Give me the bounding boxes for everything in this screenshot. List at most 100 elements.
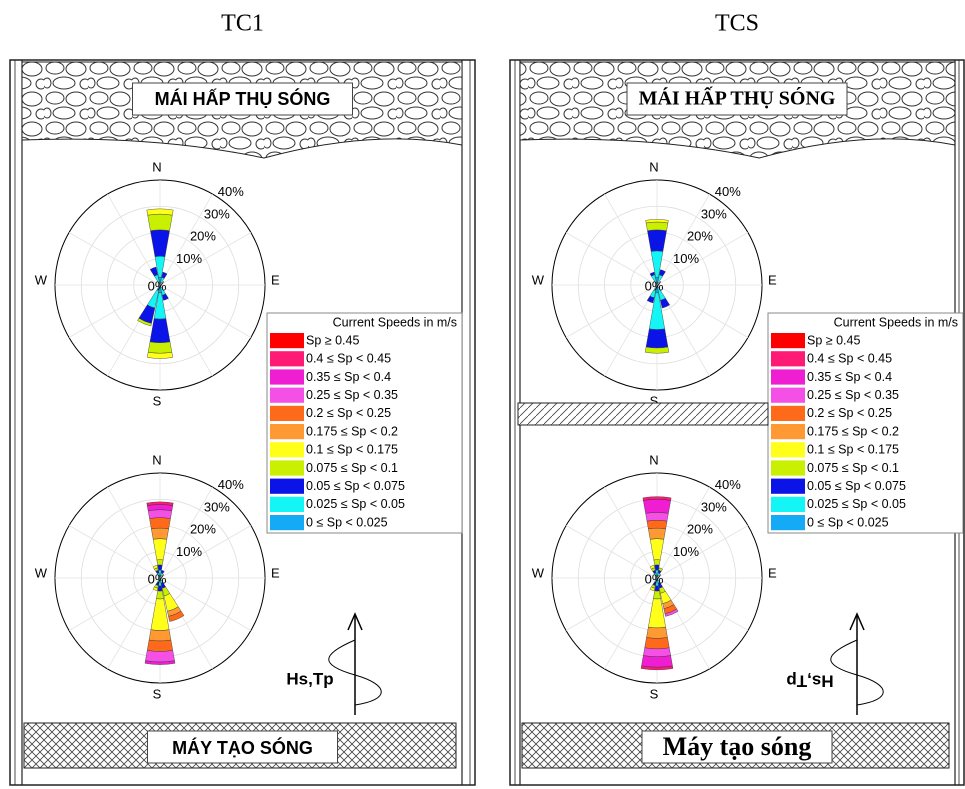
legend-label: 0 ≤ Sp < 0.025 [306,515,388,529]
rose-segment [641,655,673,668]
legend-swatch [270,369,304,385]
rose-spoke [565,232,658,286]
label-box [626,82,848,116]
rose-spoke [68,232,161,286]
rose-segment [645,512,669,522]
rose-spoke [656,577,749,631]
rose-direction: S [650,686,659,701]
legend-swatch [270,442,304,458]
rose-ring-label: 30% [701,206,727,221]
rose-spoke [565,284,658,338]
rose-segment [643,499,671,514]
rose-direction: S [153,686,162,701]
rose-spoke [656,525,749,579]
rose-segment [157,585,163,592]
rose-segment [645,328,669,349]
rose-segment [654,585,660,592]
rose-spoke [565,577,658,631]
rose-segment [649,538,665,561]
rose-spoke [68,577,161,631]
rose-spoke [159,232,252,286]
legend-label: 0.35 ≤ Sp < 0.4 [306,370,391,384]
rose-direction: W [35,272,48,287]
rose-ring-label: 30% [701,499,727,514]
rose-spoke [159,486,213,579]
rose-ring-label: 40% [715,477,741,492]
legend-swatch [771,387,805,403]
rose-direction: W [532,565,545,580]
legend-swatch [270,351,304,367]
rose-segment [659,269,666,277]
legend-label: 0.1 ≤ Sp < 0.175 [306,443,398,457]
legend-swatch [270,405,304,421]
rose-direction: E [271,272,280,287]
rose-direction: E [768,565,777,580]
rose-spoke [159,284,252,338]
legend-swatch [270,478,304,494]
wave-arrow-head [347,612,363,631]
rose-segment [147,509,173,519]
rose-ring-label: 40% [218,184,244,199]
rose-segment [145,650,175,663]
legend-swatch [771,515,805,531]
rose-segment [146,208,174,216]
rose-direction: E [271,565,280,580]
rose-ring-label: 40% [218,477,244,492]
rose-segment [144,660,176,665]
rose-spoke [604,577,658,670]
legend-label: 0.075 ≤ Sp < 0.1 [306,461,398,475]
rose-segment [150,229,170,257]
rose-direction: E [768,272,777,287]
rose-segment [149,318,171,343]
rose-segment [647,229,667,252]
rose-segment [152,586,158,592]
rose-segment [151,527,169,540]
rose-segment [640,665,674,671]
rose-segment [160,570,165,574]
rose-spoke [159,525,252,579]
rose-spoke [68,284,161,338]
legend-label: 0.25 ≤ Sp < 0.35 [807,388,899,402]
legend-label: 0.05 ≤ Sp < 0.075 [807,479,906,493]
legend-label: 0.1 ≤ Sp < 0.175 [807,443,899,457]
rose-spoke [656,193,710,286]
legend-swatch [270,496,304,512]
legend-label: Sp ≥ 0.45 [306,333,359,347]
rose-ring-label: 10% [673,544,699,559]
rose-ring-label: 10% [673,251,699,266]
rose-direction: N [152,452,161,467]
rose-spoke [159,284,213,377]
legend-swatch [270,460,304,476]
rose-spoke [107,486,161,579]
rose-direction: W [35,565,48,580]
rose-spoke [107,577,161,670]
rose-segment [147,504,173,512]
legend-swatch [771,496,805,512]
rose-segment [644,637,670,650]
panel-title: TC1 [221,11,264,37]
absorber-label: MÁI HẤP THỤ SÓNG [155,88,331,109]
wave-label: Hs,Tp [786,672,833,691]
rose-segment [649,586,655,592]
rose-center-label: 0% [645,571,664,586]
rose-segment [148,629,172,642]
rose-spoke [68,525,161,579]
wave-maker-label: Máy tạo sóng [663,732,812,761]
legend-box [266,312,463,534]
rose-segment [658,567,663,572]
legend-label: 0.175 ≤ Sp < 0.2 [306,424,398,438]
wave-symbol [830,639,884,706]
rose-spoke [656,284,749,338]
legend-label: 0 ≤ Sp < 0.025 [807,515,889,529]
rose-ring-label: 20% [687,229,713,244]
legend-label: 0.35 ≤ Sp < 0.4 [807,370,892,384]
rose-segment [649,564,655,570]
legend-label: 0.25 ≤ Sp < 0.35 [306,388,398,402]
legend-label: 0.4 ≤ Sp < 0.45 [807,352,892,366]
rose-segment [152,564,158,570]
rose-ring-label: 20% [190,522,216,537]
rose-segment [162,293,169,301]
rose-segment [653,590,661,600]
rose-spoke [604,193,658,286]
legend-swatch [771,478,805,494]
